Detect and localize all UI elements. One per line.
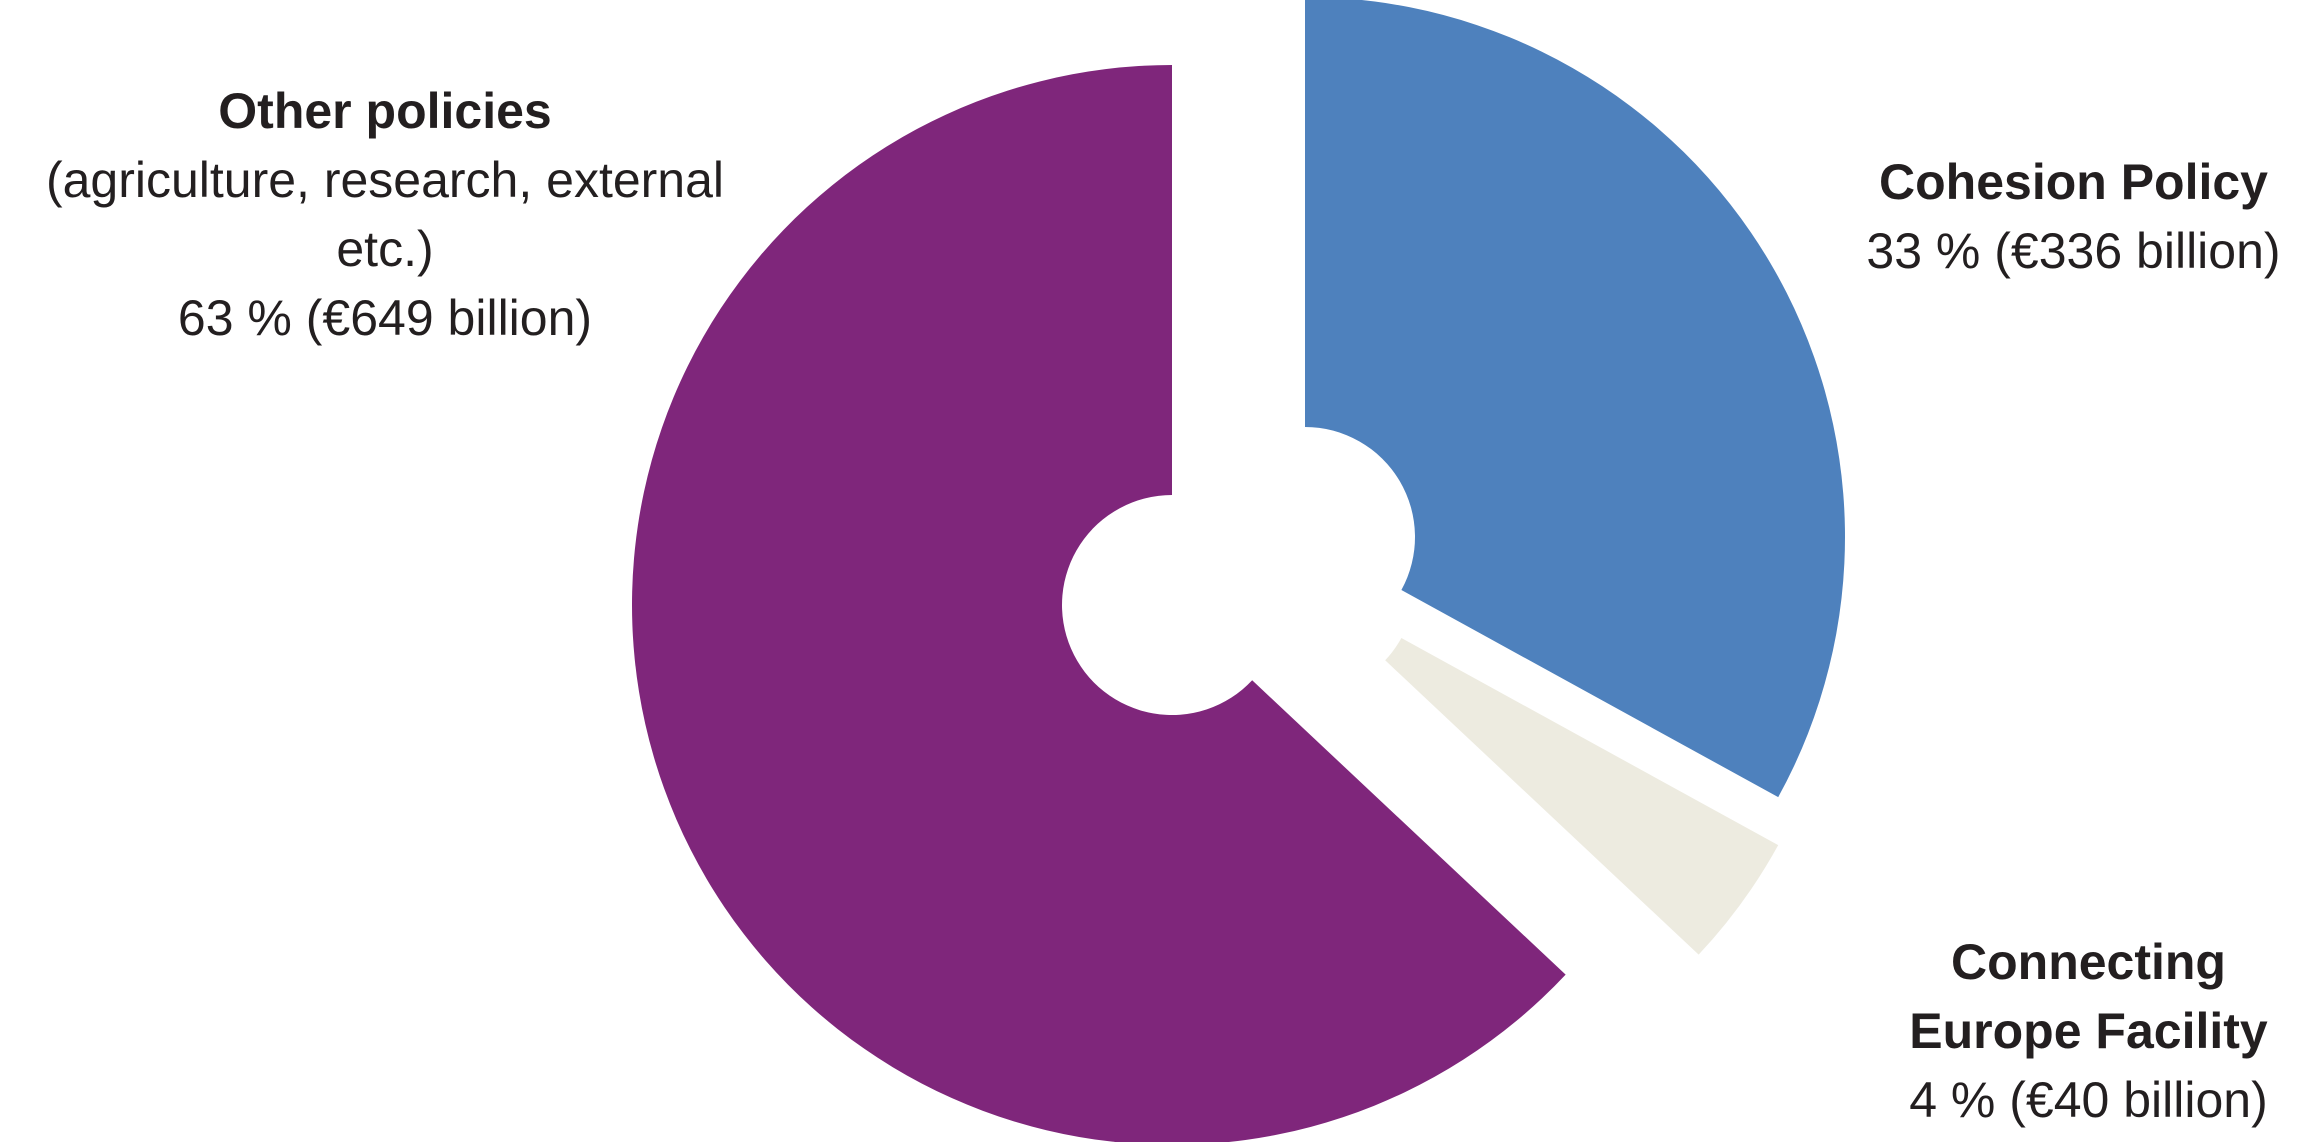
pie-slice-other-policies: [631, 65, 1566, 1142]
pie-slice-connecting-europe-facility: [1385, 637, 1779, 955]
slice-value: 33 % (€336 billion): [1866, 223, 2281, 279]
slice-name: Other policies: [218, 83, 552, 139]
slice-label-connecting-europe-facility: Connecting Europe Facility 4 % (€40 bill…: [1870, 928, 2307, 1135]
slice-label-other-policies: Other policies (agriculture, research, e…: [0, 77, 770, 353]
slice-name: Cohesion Policy: [1879, 154, 2268, 210]
slice-name: Connecting Europe Facility: [1909, 934, 2268, 1059]
slice-label-cohesion-policy: Cohesion Policy 33 % (€336 billion): [1840, 148, 2307, 286]
slice-value: 63 % (€649 billion): [177, 290, 593, 346]
slice-value: 4 % (€40 billion): [1909, 1072, 2268, 1128]
pie-slice-cohesion-policy: [1305, 0, 1846, 798]
pie-slices: [631, 0, 1846, 1142]
slice-description: (agriculture, research, external etc.): [45, 152, 725, 277]
